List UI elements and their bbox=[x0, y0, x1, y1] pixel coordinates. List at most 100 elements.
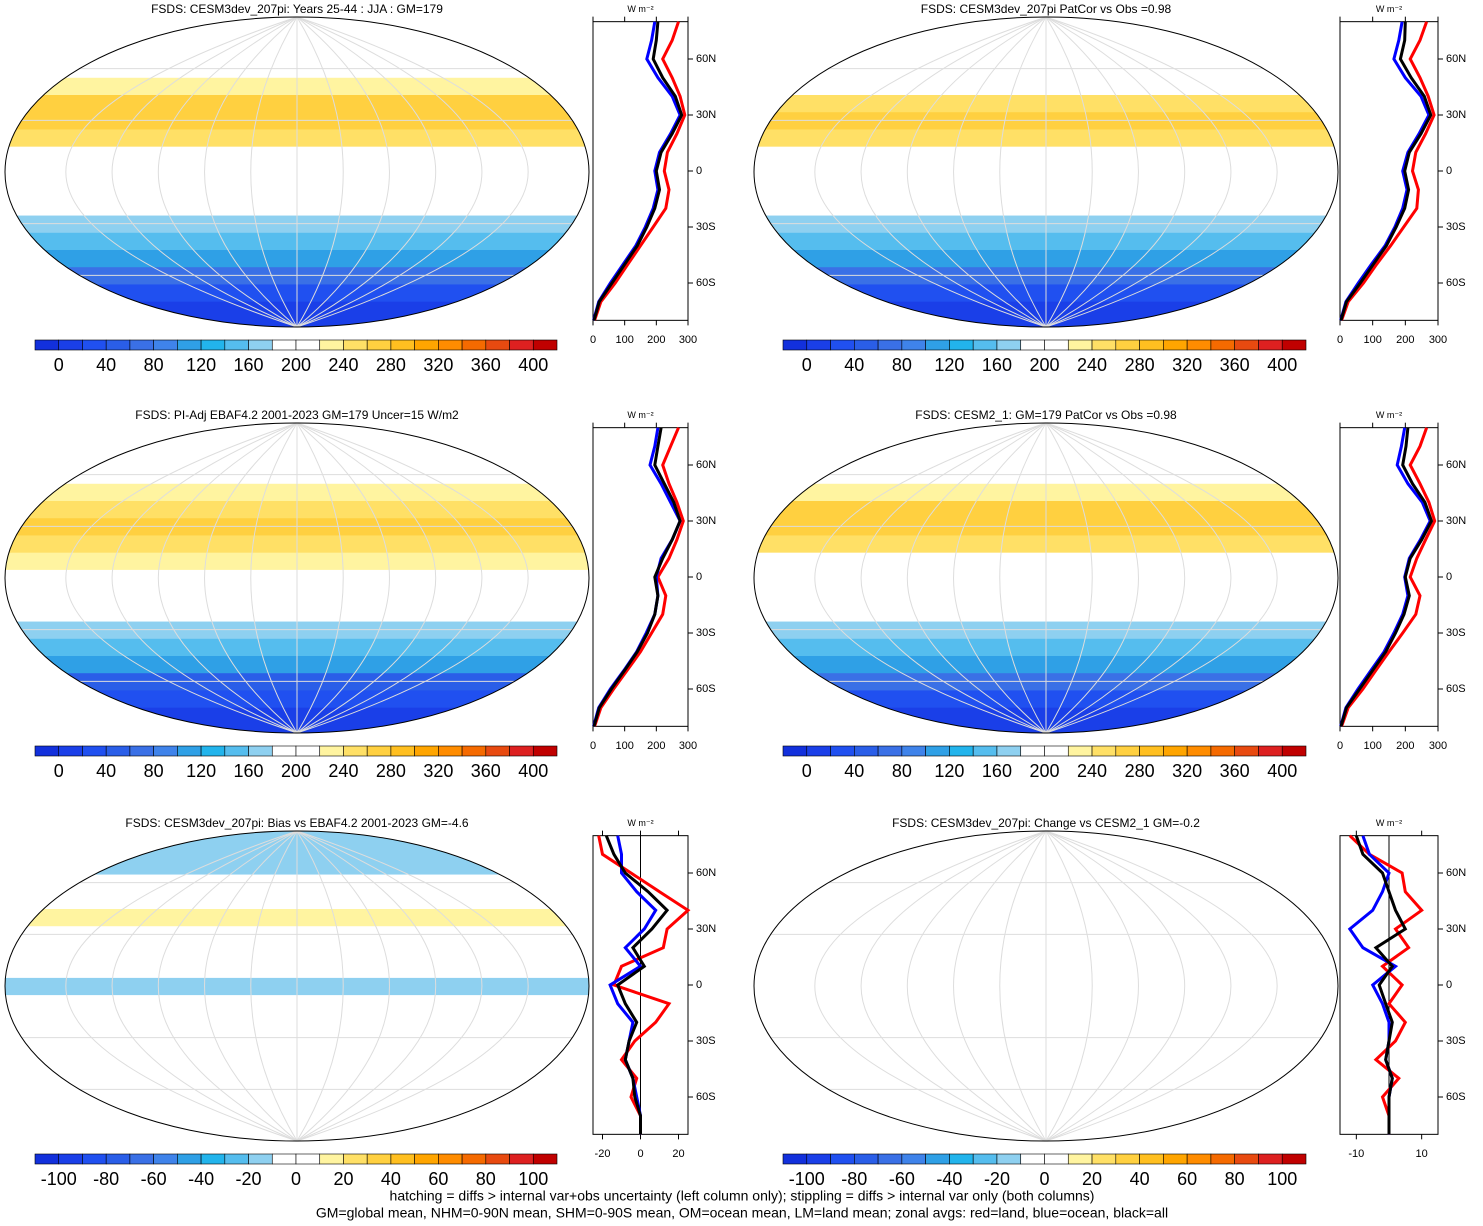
meridian bbox=[296, 831, 436, 1141]
colorbar-label: 40 bbox=[1130, 1169, 1150, 1189]
meridian bbox=[860, 423, 1047, 733]
colorbar-box bbox=[806, 339, 831, 351]
y-tick-label: 60N bbox=[696, 53, 716, 65]
colorbar-box bbox=[177, 339, 202, 351]
y-tick-label: 60N bbox=[696, 867, 716, 879]
meridian bbox=[296, 17, 529, 327]
colorbar-label: 80 bbox=[892, 761, 912, 781]
colorbar-box bbox=[58, 1153, 83, 1165]
colorbar-label: 0 bbox=[291, 1169, 301, 1189]
colorbar-box bbox=[224, 339, 249, 351]
colorbar-box bbox=[1281, 745, 1307, 757]
meridian bbox=[250, 423, 298, 733]
map-outline bbox=[4, 830, 590, 1142]
colorbar-box bbox=[319, 1153, 344, 1165]
colorbar-box bbox=[319, 339, 344, 351]
colorbar-box bbox=[1139, 339, 1164, 351]
colorbar-box bbox=[949, 745, 974, 757]
colorbar-box bbox=[1210, 1153, 1235, 1165]
y-tick-label: 30N bbox=[1446, 515, 1466, 527]
colorbar-box bbox=[972, 745, 998, 757]
colorbar-box bbox=[34, 1153, 60, 1165]
map bbox=[754, 831, 1338, 1141]
colorbar-box bbox=[200, 1153, 226, 1165]
map-outline bbox=[753, 830, 1339, 1142]
colorbar-box bbox=[806, 745, 831, 757]
zonal-line bbox=[1339, 21, 1431, 321]
zonal-line bbox=[592, 427, 682, 727]
colorbar-label: 400 bbox=[1267, 355, 1297, 375]
meridian bbox=[296, 831, 344, 1141]
colorbar-box bbox=[972, 339, 998, 351]
footer-note: GM=global mean, NHM=0-90N mean, SHM=0-90… bbox=[316, 1205, 1168, 1221]
meridian bbox=[65, 17, 298, 327]
colorbar-box bbox=[271, 1153, 297, 1165]
panel-title: FSDS: PI-Adj EBAF4.2 2001-2023 GM=179 Un… bbox=[135, 408, 459, 422]
colorbar-box bbox=[925, 339, 950, 351]
colorbar-box bbox=[1234, 1153, 1259, 1165]
y-tick-label: 60S bbox=[696, 277, 716, 289]
x-tick-label: 300 bbox=[1429, 740, 1447, 752]
colorbar-box bbox=[532, 1153, 558, 1165]
colorbar-label: 0 bbox=[54, 355, 64, 375]
colorbar-label: 100 bbox=[1267, 1169, 1297, 1189]
x-tick-label: 200 bbox=[647, 334, 665, 346]
zonal-frame bbox=[1339, 427, 1439, 727]
meridian bbox=[1045, 423, 1185, 733]
colorbar-box bbox=[105, 339, 131, 351]
meridian bbox=[158, 17, 298, 327]
x-tick-label: -10 bbox=[1348, 1148, 1364, 1160]
colorbar-box bbox=[1020, 745, 1045, 757]
colorbar-box bbox=[438, 745, 463, 757]
colorbar-box bbox=[1115, 339, 1140, 351]
colorbar-label: 20 bbox=[333, 1169, 353, 1189]
meridian bbox=[296, 423, 344, 733]
colorbar-label: 40 bbox=[844, 355, 864, 375]
colorbar-box bbox=[129, 339, 154, 351]
zonal-line bbox=[604, 835, 670, 1135]
meridian bbox=[1045, 831, 1232, 1141]
colorbar-box bbox=[877, 745, 903, 757]
meridian bbox=[296, 17, 436, 327]
x-tick-label: 0 bbox=[1337, 740, 1343, 752]
colorbar-label: 120 bbox=[934, 355, 964, 375]
colorbar-box bbox=[901, 1153, 926, 1165]
colorbar-box bbox=[532, 745, 558, 757]
colorbar-box bbox=[153, 339, 178, 351]
meridian bbox=[1045, 17, 1185, 327]
colorbar-box bbox=[1044, 1153, 1069, 1165]
colorbar-label: 200 bbox=[281, 355, 311, 375]
colorbar-box bbox=[271, 745, 297, 757]
colorbar-label: 400 bbox=[518, 355, 548, 375]
colorbar-box bbox=[509, 745, 534, 757]
meridian bbox=[1045, 17, 1278, 327]
meridian bbox=[860, 17, 1047, 327]
unit-label: W m⁻² bbox=[627, 818, 653, 828]
colorbar-box bbox=[1044, 745, 1069, 757]
colorbar-box bbox=[1020, 1153, 1045, 1165]
panel-title: FSDS: CESM3dev_207pi: Change vs CESM2_1 … bbox=[892, 816, 1200, 830]
colorbar-label: 400 bbox=[518, 761, 548, 781]
colorbar-box bbox=[390, 745, 415, 757]
colorbar-label: -40 bbox=[188, 1169, 214, 1189]
map-outline bbox=[753, 16, 1339, 328]
zonal-line bbox=[592, 21, 684, 321]
colorbar-box bbox=[224, 1153, 249, 1165]
colorbar-box bbox=[271, 339, 297, 351]
colorbar-label: 40 bbox=[844, 761, 864, 781]
meridian bbox=[953, 423, 1047, 733]
footer-note: hatching = diffs > internal var+obs unce… bbox=[390, 1188, 1095, 1204]
colorbar-box bbox=[82, 339, 107, 351]
colorbar-label: -80 bbox=[841, 1169, 867, 1189]
colorbar-box bbox=[295, 1153, 321, 1165]
map bbox=[754, 17, 1338, 327]
colorbar-box bbox=[949, 1153, 974, 1165]
colorbar-box bbox=[485, 745, 510, 757]
meridian bbox=[296, 423, 529, 733]
colorbar-box bbox=[1163, 339, 1188, 351]
zonal-line bbox=[1340, 21, 1436, 321]
y-tick-label: 60N bbox=[1446, 867, 1466, 879]
colorbar-label: 360 bbox=[1220, 355, 1250, 375]
colorbar-box bbox=[485, 1153, 510, 1165]
